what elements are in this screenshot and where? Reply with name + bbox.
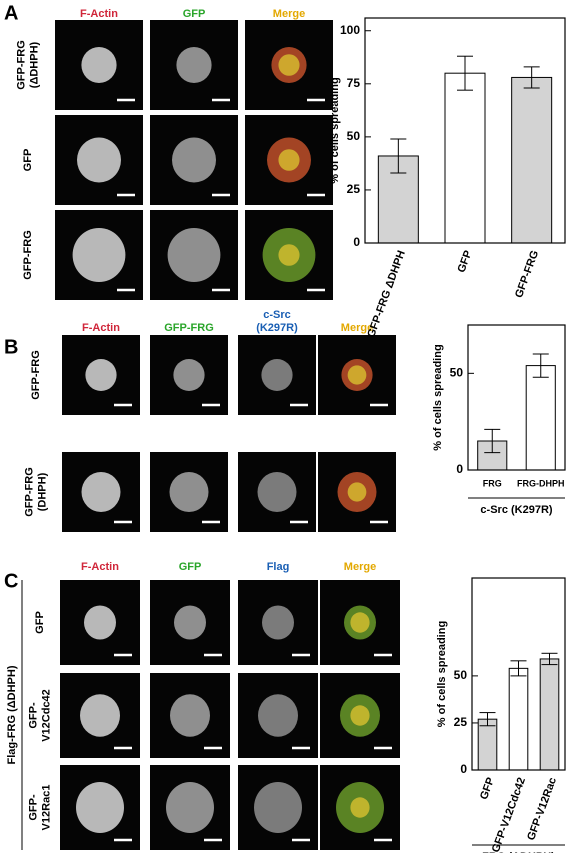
cell-core: [278, 149, 300, 171]
panel-label: A: [4, 2, 18, 24]
error-bar: [541, 652, 558, 666]
error-bar: [510, 660, 527, 677]
y-tick-label: 50: [450, 366, 464, 380]
cell: [261, 359, 293, 391]
column-header: F-Actin: [80, 8, 118, 20]
cell: [254, 782, 302, 833]
error-bar: [390, 138, 407, 174]
cell: [174, 605, 206, 640]
y-tick-label: 25: [347, 182, 361, 196]
y-tick-label: 25: [454, 715, 468, 729]
row-label: V12Rac1: [40, 785, 52, 831]
row-label: GFP-: [27, 702, 39, 729]
error-bar: [532, 353, 549, 378]
side-label: Flag-FRG (ΔDHPH): [6, 665, 18, 764]
cell-core: [350, 705, 370, 726]
column-header: GFP: [179, 561, 202, 573]
y-axis-label: % of cells spreading: [329, 77, 341, 183]
column-header: (K297R): [256, 322, 298, 334]
x-tick-label: FRG: [483, 478, 502, 488]
panel-label: C: [4, 570, 18, 592]
column-header: Merge: [344, 561, 376, 573]
y-axis-label: % of cells spreading: [436, 621, 448, 727]
group-label: FRG (ΔDHPH): [482, 851, 555, 853]
row-label: GFP-FRG: [15, 40, 27, 90]
row-label: V12Cdc42: [40, 689, 52, 742]
row-label: (DHPH): [36, 472, 48, 511]
panel-label: B: [4, 336, 18, 358]
cell: [76, 782, 124, 833]
cell: [166, 782, 214, 833]
column-header: GFP-FRG: [164, 322, 214, 334]
column-header: c-Src: [263, 309, 291, 321]
y-tick-label: 75: [347, 76, 361, 90]
x-tick-label: GFP-V12Rac: [525, 776, 559, 842]
bar: [508, 667, 529, 771]
cell: [77, 137, 121, 183]
bar: [477, 718, 498, 771]
group-label: c-Src (K297R): [480, 504, 552, 516]
y-tick-label: 0: [456, 462, 463, 476]
error-bar: [479, 712, 496, 727]
cell-core: [347, 365, 367, 385]
row-label: GFP-: [27, 794, 39, 821]
x-tick-label: GFP-V12Cdc42: [490, 776, 528, 853]
cell: [258, 694, 298, 737]
cell: [176, 47, 212, 83]
cell-core: [350, 612, 370, 633]
cell: [81, 47, 117, 83]
y-tick-label: 0: [353, 235, 360, 249]
row-label: GFP-FRG: [23, 467, 35, 517]
cell-core: [347, 482, 367, 502]
x-tick-label: GFP-FRG ΔDHPH: [365, 249, 408, 339]
y-tick-label: 100: [340, 23, 360, 37]
row-label: GFP: [34, 611, 46, 634]
plot-frame: [471, 577, 566, 771]
cell: [72, 228, 126, 282]
cell: [81, 472, 121, 512]
row-label: GFP-FRG: [22, 230, 34, 280]
plot-frame: [467, 324, 566, 471]
cell: [80, 694, 120, 737]
cell: [170, 694, 210, 737]
column-header: F-Actin: [82, 322, 120, 334]
cell: [172, 137, 216, 183]
plot-frame: [364, 17, 566, 244]
cell: [257, 472, 297, 512]
bar: [539, 658, 560, 771]
cell: [84, 605, 116, 640]
bar: [525, 365, 556, 471]
error-bar: [523, 66, 540, 89]
y-tick-label: 50: [347, 129, 361, 143]
x-tick-label: GFP-FRG: [513, 249, 541, 300]
y-axis-label: % of cells spreading: [432, 344, 444, 450]
cell-core: [350, 797, 370, 818]
y-tick-label: 50: [454, 668, 468, 682]
error-bar: [457, 55, 473, 91]
x-tick-label: FRG-DHPH: [517, 478, 565, 488]
row-label: GFP-FRG: [30, 350, 42, 400]
cell-core: [278, 54, 300, 76]
column-header: F-Actin: [81, 561, 119, 573]
cell: [173, 359, 205, 391]
x-tick-label: GFP: [456, 249, 475, 274]
column-header: Merge: [341, 322, 373, 334]
cell: [167, 228, 221, 282]
cell: [169, 472, 209, 512]
cell: [262, 605, 294, 640]
bar: [444, 72, 486, 244]
error-bar: [484, 428, 501, 454]
x-tick-label: GFP: [478, 776, 497, 801]
column-header: Flag: [267, 561, 290, 573]
cell: [85, 359, 117, 391]
column-header: Merge: [273, 8, 305, 20]
row-label: (ΔDHPH): [28, 41, 40, 88]
y-tick-label: 0: [460, 762, 467, 776]
column-header: GFP: [183, 8, 206, 20]
cell-core: [278, 244, 300, 266]
bar: [511, 76, 553, 244]
row-label: GFP: [22, 149, 34, 172]
